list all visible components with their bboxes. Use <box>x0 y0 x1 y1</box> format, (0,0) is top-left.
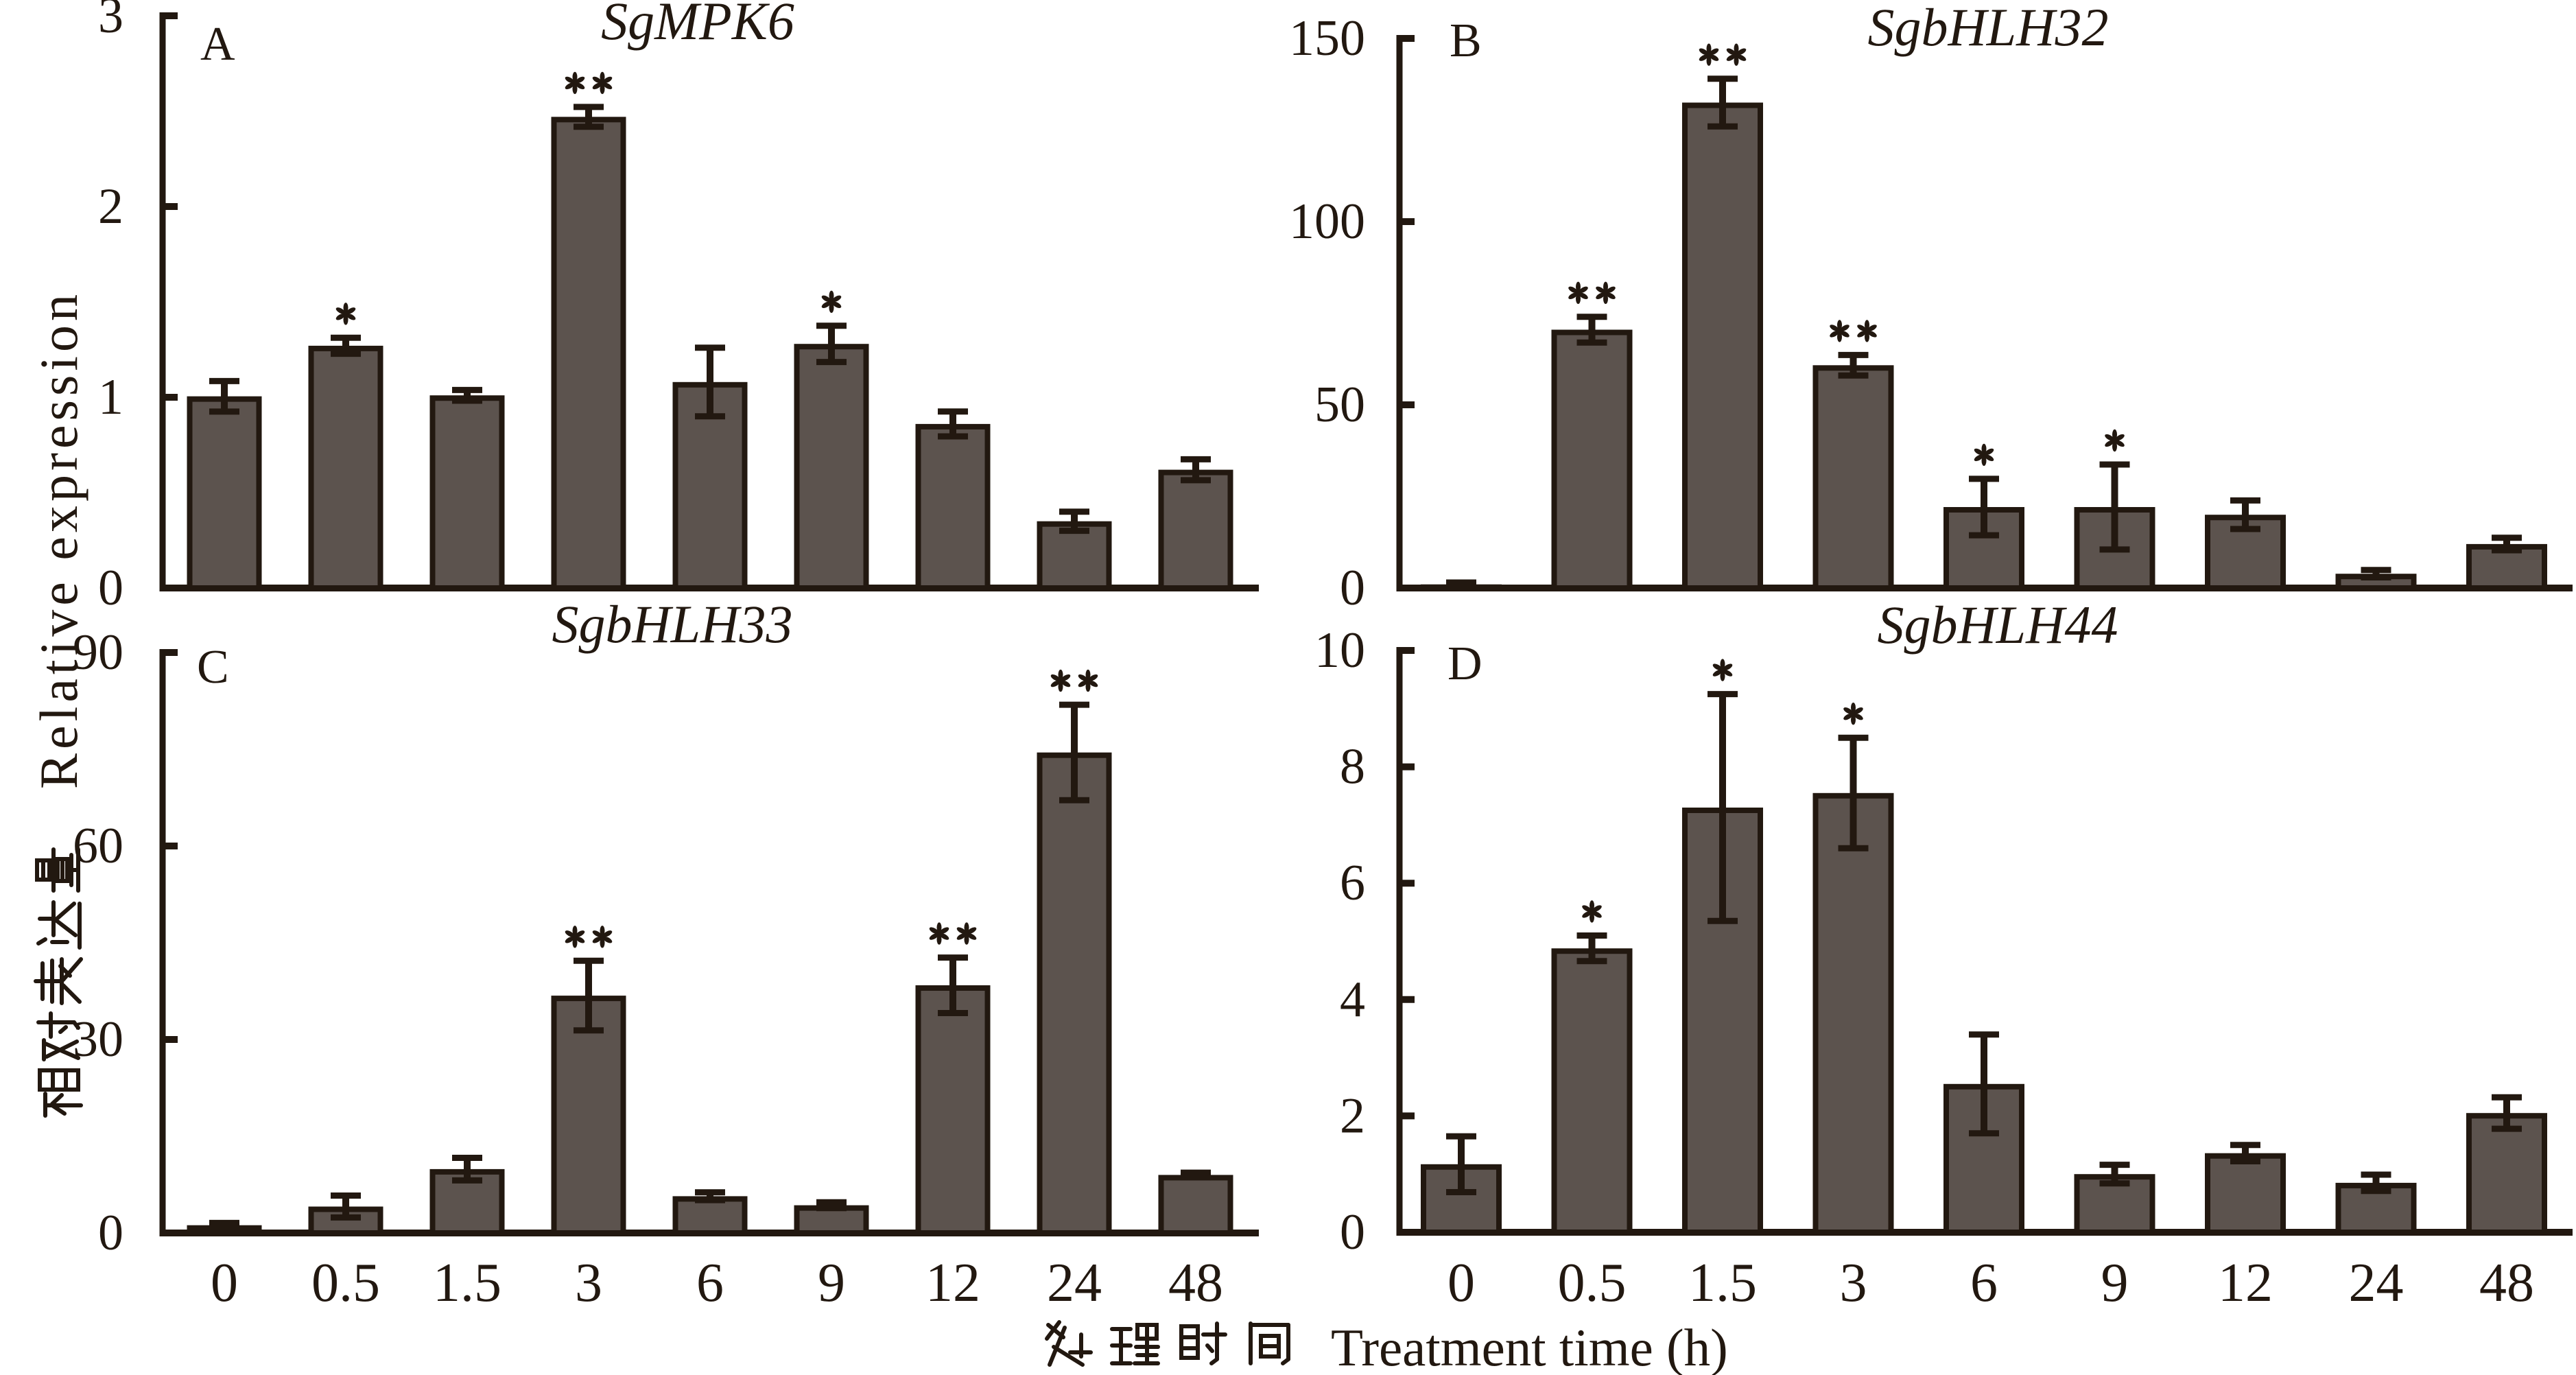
svg-text:4: 4 <box>1340 972 1365 1028</box>
svg-text:0: 0 <box>1340 560 1365 616</box>
svg-text:12: 12 <box>2218 1253 2273 1313</box>
svg-text:8: 8 <box>1340 739 1365 795</box>
svg-text:50: 50 <box>1314 377 1365 433</box>
svg-text:C: C <box>197 641 229 694</box>
svg-text:D: D <box>1447 637 1482 690</box>
svg-text:24: 24 <box>2349 1253 2404 1313</box>
svg-text:60: 60 <box>73 818 123 874</box>
svg-text:0: 0 <box>1340 1204 1365 1260</box>
svg-text:0: 0 <box>98 560 123 616</box>
svg-text:3: 3 <box>1840 1253 1867 1313</box>
svg-text:SgbHLH44: SgbHLH44 <box>1877 595 2118 655</box>
svg-text:3: 3 <box>98 0 123 44</box>
svg-text:0.5: 0.5 <box>311 1253 380 1313</box>
svg-text:30: 30 <box>73 1011 123 1068</box>
svg-text:1: 1 <box>98 369 123 425</box>
svg-text:1.5: 1.5 <box>1688 1253 1757 1313</box>
svg-text:SgbHLH33: SgbHLH33 <box>552 594 792 654</box>
svg-text:0: 0 <box>98 1205 123 1261</box>
svg-text:6: 6 <box>1340 855 1365 911</box>
svg-text:100: 100 <box>1289 193 1365 250</box>
svg-text:0.5: 0.5 <box>1558 1253 1627 1313</box>
svg-text:24: 24 <box>1047 1253 1102 1313</box>
svg-text:SgbHLH32: SgbHLH32 <box>1867 0 2108 57</box>
svg-text:1.5: 1.5 <box>433 1253 501 1313</box>
svg-text:48: 48 <box>2479 1253 2534 1313</box>
svg-text:12: 12 <box>925 1253 980 1313</box>
svg-text:48: 48 <box>1168 1253 1223 1313</box>
svg-text:150: 150 <box>1289 10 1365 67</box>
svg-text:SgMPK6: SgMPK6 <box>601 0 794 51</box>
svg-text:0: 0 <box>211 1253 238 1313</box>
svg-text:6: 6 <box>696 1253 724 1313</box>
svg-text:2: 2 <box>98 178 123 235</box>
svg-text:9: 9 <box>818 1253 845 1313</box>
svg-text:Relative expression: Relative expression <box>29 290 88 789</box>
svg-text:0: 0 <box>1447 1253 1475 1313</box>
svg-text:Treatment time (h): Treatment time (h) <box>1331 1318 1728 1375</box>
svg-text:10: 10 <box>1314 622 1365 679</box>
svg-text:6: 6 <box>1970 1253 1998 1313</box>
svg-text:90: 90 <box>73 624 123 681</box>
svg-text:A: A <box>200 18 235 71</box>
svg-text:B: B <box>1450 14 1482 67</box>
svg-text:9: 9 <box>2101 1253 2129 1313</box>
svg-text:3: 3 <box>575 1253 602 1313</box>
svg-text:2: 2 <box>1340 1088 1365 1144</box>
